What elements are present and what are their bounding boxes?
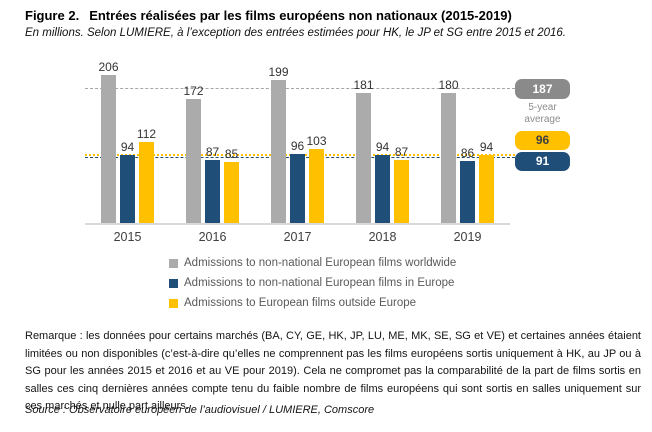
bar: 103 (306, 134, 327, 223)
average-caption: 5-year average (515, 102, 570, 126)
bar-group-2015: 206 94 112 (85, 55, 170, 223)
bar-group-2018: 181 94 87 (340, 55, 425, 223)
x-axis-label-2017: 2017 (283, 230, 312, 244)
bar: 87 (394, 145, 409, 223)
bar: 94 (479, 140, 494, 223)
average-line-worldwide (85, 88, 515, 90)
bar-group-2017: 199 96 103 (255, 55, 340, 223)
bar-value-label: 96 (290, 138, 305, 153)
bar: 172 (183, 84, 204, 223)
bar: 181 (353, 78, 374, 223)
average-caption-line1: 5-year (528, 102, 557, 113)
bar-value-label: 86 (460, 146, 475, 160)
bar: 94 (120, 140, 135, 223)
bar-value-label: 112 (136, 127, 157, 142)
bar-group-2019: 180 86 94 (425, 55, 510, 223)
figure-subtitle: En millions. Selon LUMIERE, à l’exceptio… (25, 27, 566, 39)
legend-item-1: Admissions to non-national European film… (169, 273, 456, 293)
plot-area: 206 94 112 172 87 85 199 96 103 181 94 87 180 86 94 (85, 55, 510, 225)
legend-swatch-icon (169, 298, 178, 308)
legend-swatch-icon (169, 278, 178, 288)
legend-swatch-icon (169, 258, 178, 268)
legend-item-2: Admissions to European films outside Eur… (169, 293, 456, 313)
x-axis-label-2019: 2019 (453, 230, 482, 244)
x-axis-label-2016: 2016 (198, 230, 227, 244)
source-text: Source : Observatoire européen de l’audi… (25, 404, 375, 416)
legend-label: Admissions to non-national European film… (184, 257, 457, 269)
average-badge-worldwide: 187 (515, 79, 570, 99)
average-caption-line2: average (524, 114, 561, 125)
chart-legend: Admissions to non-national European film… (169, 253, 456, 313)
bar: 94 (375, 140, 390, 223)
bar-value-label: 87 (205, 145, 220, 160)
average-badge-in-europe: 91 (515, 152, 570, 171)
legend-label: Admissions to non-national European film… (184, 277, 455, 289)
bar-value-label: 180 (438, 78, 459, 93)
bar-value-label: 85 (224, 146, 239, 161)
figure-title-row: Figure 2. Entrées réalisées par les films… (25, 7, 512, 25)
bar: 180 (438, 78, 459, 223)
x-axis-labels: 2015 2016 2017 2018 2019 (85, 230, 510, 244)
bar: 199 (268, 65, 289, 223)
bar-value-label: 206 (98, 59, 119, 74)
figure-title: Entrées réalisées par les films européen… (89, 8, 512, 23)
average-badge-outside-europe: 96 (515, 131, 570, 150)
note-text: Remarque : les données pour certains mar… (25, 330, 641, 412)
bar: 112 (137, 127, 156, 223)
bar-value-label: 94 (479, 140, 494, 155)
bar-value-label: 94 (120, 140, 135, 155)
bar-value-label: 94 (375, 140, 390, 155)
bar-group-2016: 172 87 85 (170, 55, 255, 223)
bar-value-label: 172 (183, 84, 204, 98)
bar: 87 (205, 145, 220, 223)
bar: 85 (224, 147, 239, 223)
bar-value-label: 87 (394, 145, 409, 160)
bar-value-label: 199 (268, 64, 289, 79)
x-axis-label-2018: 2018 (368, 230, 397, 244)
bar: 96 (290, 139, 305, 223)
bar: 86 (460, 146, 475, 223)
bar-value-label: 181 (353, 77, 374, 92)
figure-number-label: Figure 2. (25, 8, 80, 23)
legend-label: Admissions to European films outside Eur… (184, 297, 417, 309)
bar: 206 (98, 60, 119, 223)
legend-item-0: Admissions to non-national European film… (169, 253, 456, 273)
bar-value-label: 103 (306, 133, 327, 148)
x-axis-label-2015: 2015 (113, 230, 142, 244)
